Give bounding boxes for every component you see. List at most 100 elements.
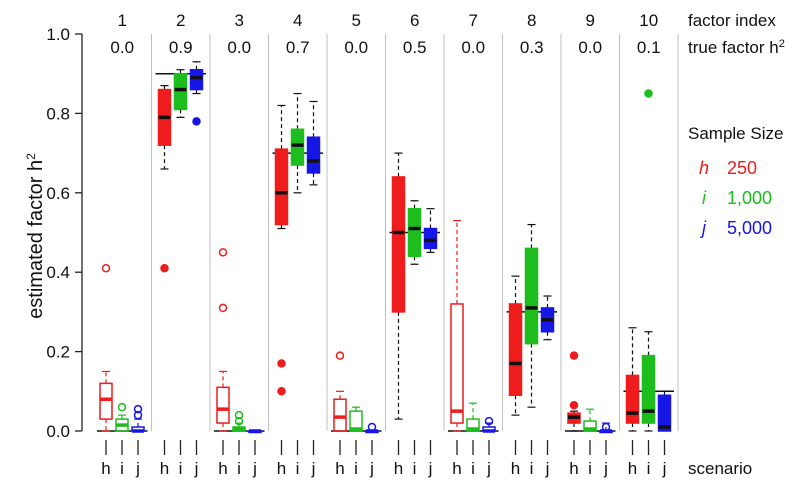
box-h (99, 382, 113, 420)
scenario-label: j (194, 459, 199, 478)
factor-index-label: 9 (586, 11, 595, 30)
scenario-label: i (530, 459, 534, 478)
scenario-label: h (277, 459, 286, 478)
y-tick-label: 0.6 (46, 184, 70, 203)
outlier-point (133, 410, 143, 420)
true-h2-label: 0.9 (169, 38, 193, 57)
outlier-point (277, 387, 286, 396)
scenario-label: h (101, 459, 110, 478)
legend-sample-size: 5,000 (727, 218, 772, 238)
y-tick-label: 1.0 (46, 25, 70, 44)
x-axis-title: scenario (688, 459, 752, 478)
box-i (349, 410, 363, 432)
outlier-point (234, 410, 244, 420)
scenario-label: i (237, 459, 241, 478)
outlier-point (192, 117, 201, 126)
factor-index-label: 5 (352, 11, 361, 30)
box-j (423, 227, 438, 250)
scenario-label: j (135, 459, 140, 478)
scenario-label: j (662, 459, 667, 478)
outlier-point (101, 263, 111, 273)
scenario-label: j (486, 459, 491, 478)
outlier-point (644, 89, 653, 98)
scenario-label: i (179, 459, 183, 478)
factor-index-label: 1 (118, 11, 127, 30)
scenario-label: i (296, 459, 300, 478)
y-tick-label: 0.2 (46, 343, 70, 362)
scenario-label: i (413, 459, 417, 478)
factor-index-label: 4 (293, 11, 302, 30)
factor-index-label: 2 (176, 11, 185, 30)
y-tick-label: 0.4 (46, 263, 70, 282)
box-i (290, 128, 305, 166)
scenario-label: i (120, 459, 124, 478)
box-i (524, 247, 539, 345)
outlier-point (569, 400, 579, 410)
outlier-point (133, 404, 143, 414)
outlier-point (234, 416, 244, 426)
factor-index-row-label: factor index (688, 11, 776, 30)
legend-scenario-letter: i (702, 188, 707, 208)
outlier-point (218, 303, 228, 313)
legend-sample-size: 250 (727, 158, 757, 178)
box-h (508, 303, 523, 397)
box-j (189, 68, 204, 91)
outlier-point (160, 263, 169, 273)
scenario-label: h (160, 459, 169, 478)
legend-title: Sample Size (688, 124, 783, 143)
outlier-point (218, 248, 228, 257)
true-h2-label: 0.0 (227, 38, 251, 57)
factor-index-label: 8 (527, 11, 536, 30)
scenario-label: h (452, 459, 461, 478)
box-h (216, 386, 230, 424)
box-h (391, 176, 406, 313)
legend-scenario-letter: j (699, 218, 707, 238)
true-h2-row-label: true factor h2 (688, 38, 785, 57)
box-h (274, 148, 289, 226)
box-h (333, 398, 347, 432)
true-h2-label: 0.0 (110, 38, 134, 57)
outlier-point (484, 416, 494, 426)
box-i (466, 418, 480, 432)
factor-index-label: 6 (410, 11, 419, 30)
outlier-point (117, 402, 127, 412)
true-h2-label: 0.5 (403, 38, 427, 57)
legend-sample-size: 1,000 (727, 188, 772, 208)
outlier-point (367, 422, 377, 432)
box-i (583, 420, 597, 432)
scenario-label: h (394, 459, 403, 478)
y-tick-label: 0.8 (46, 104, 70, 123)
outlier-point (335, 351, 345, 360)
scenario-label: h (511, 459, 520, 478)
box-h (625, 374, 640, 424)
legend-scenario-letter: h (699, 158, 709, 178)
box-j (657, 394, 672, 432)
factor-index-label: 10 (639, 11, 658, 30)
scenario-label: h (335, 459, 344, 478)
scenario-label: i (647, 459, 651, 478)
scenario-label: j (311, 459, 316, 478)
scenario-label: h (569, 459, 578, 478)
outlier-point (601, 422, 611, 432)
true-h2-label: 0.0 (344, 38, 368, 57)
box-i (173, 72, 188, 111)
box-i (407, 207, 422, 258)
factor-index-label: 7 (469, 11, 478, 30)
scenario-label: j (428, 459, 433, 478)
scenario-label: j (603, 459, 608, 478)
scenario-label: j (369, 459, 374, 478)
true-h2-label: 0.7 (286, 38, 310, 57)
box-j (306, 136, 321, 174)
scenario-label: i (588, 459, 592, 478)
scenario-label: j (252, 459, 257, 478)
box-i (641, 354, 656, 424)
true-h2-label: 0.0 (578, 38, 602, 57)
scenario-label: i (471, 459, 475, 478)
box-h (450, 303, 464, 424)
true-h2-label: 0.1 (637, 38, 661, 57)
legend: h 250 i 1,000 j 5,000 (699, 158, 772, 238)
outlier-point (277, 359, 286, 368)
scenario-label: i (354, 459, 358, 478)
scenario-label: h (218, 459, 227, 478)
